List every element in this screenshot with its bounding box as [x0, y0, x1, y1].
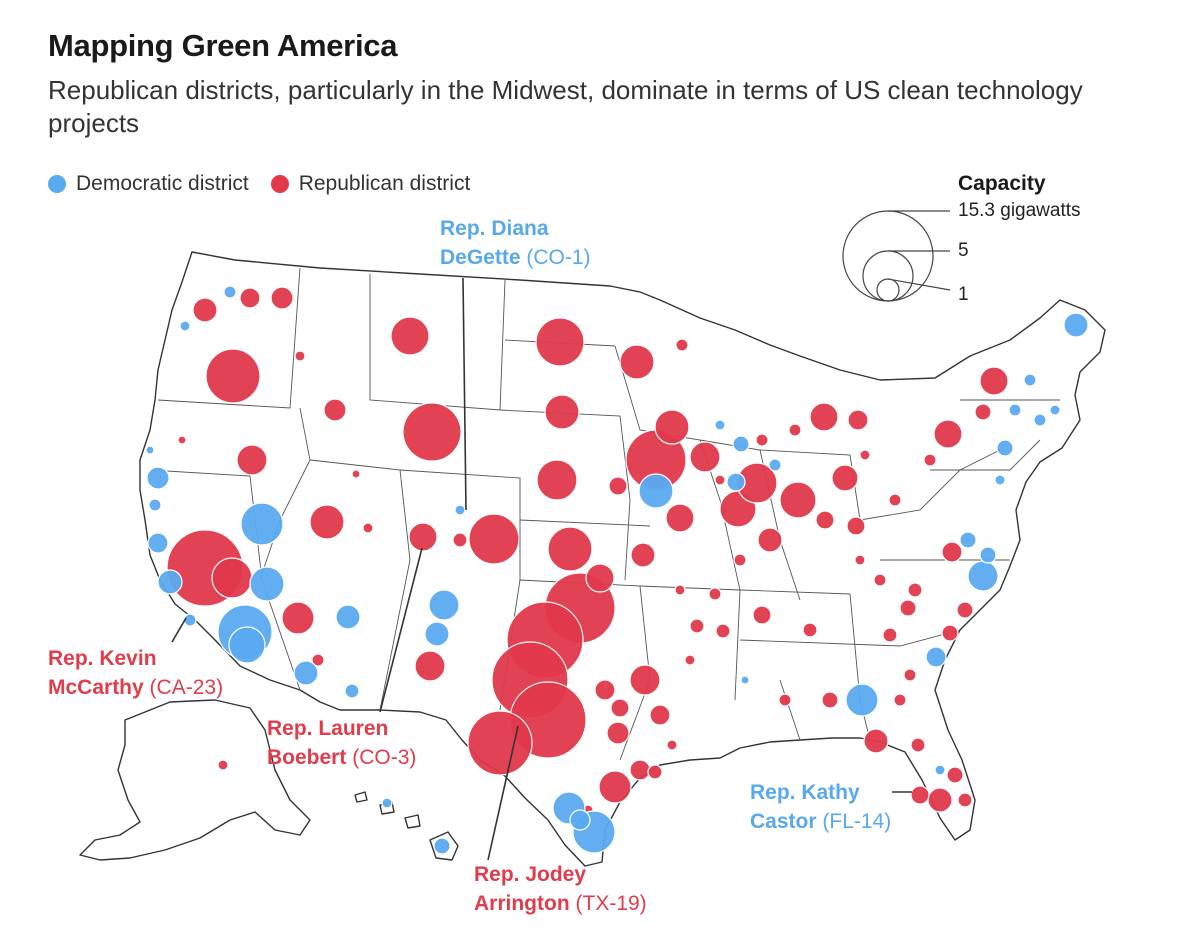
- annotation-boebert-name: Boebert: [267, 746, 347, 769]
- annotation-castor: Rep. Kathy Castor (FL-14): [750, 778, 891, 836]
- annotation-degette-line2: DeGette (CO-1): [440, 243, 591, 272]
- annotation-mccarthy: Rep. Kevin McCarthy (CA-23): [48, 644, 223, 702]
- annotation-mccarthy-line2: McCarthy (CA-23): [48, 673, 223, 702]
- chart-title: Mapping Green America: [48, 28, 398, 63]
- annotation-boebert-line1: Rep. Lauren: [267, 717, 389, 740]
- hawaii-maui-shape: [404, 814, 421, 829]
- annotation-boebert-code: (CO-3): [352, 746, 417, 769]
- annotation-castor-name: Castor: [750, 810, 817, 833]
- legend-republican-label: Republican district: [298, 172, 471, 195]
- democratic-district-bubbles: [145, 285, 1089, 855]
- annotation-arrington-code: (TX-19): [575, 892, 647, 915]
- capacity-legend-title: Capacity: [958, 172, 1046, 195]
- annotation-degette-line1: Rep. Diana: [440, 217, 549, 240]
- annotation-mccarthy-name: McCarthy: [48, 676, 144, 699]
- annotation-degette: Rep. Diana DeGette (CO-1): [440, 214, 591, 272]
- annotation-arrington-line1: Rep. Jodey: [474, 863, 587, 886]
- hawaii-kauai-shape: [354, 791, 368, 803]
- annotation-castor-code: (FL-14): [822, 810, 892, 833]
- party-legend: Democratic district Republican district: [48, 172, 492, 196]
- annotation-leader-lines: [171, 277, 912, 861]
- annotation-degette-name: DeGette: [440, 246, 521, 269]
- democratic-dot-icon: [48, 175, 66, 193]
- annotation-boebert-line2: Boebert (CO-3): [267, 743, 416, 772]
- capacity-label-max: 15.3 gigawatts: [958, 200, 1081, 221]
- annotation-mccarthy-line1: Rep. Kevin: [48, 647, 157, 670]
- legend-republican: Republican district: [270, 172, 471, 196]
- annotation-boebert: Rep. Lauren Boebert (CO-3): [267, 714, 416, 772]
- capacity-label-mid: 5: [958, 240, 969, 261]
- legend-democratic: Democratic district: [48, 172, 249, 196]
- republican-district-bubbles: [166, 286, 1009, 816]
- annotation-castor-line1: Rep. Kathy: [750, 781, 860, 804]
- chart-subtitle: Republican districts, particularly in th…: [48, 75, 1083, 138]
- capacity-size-legend: [842, 210, 951, 302]
- annotation-arrington-line2: Arrington (TX-19): [474, 889, 647, 918]
- legend-democratic-label: Democratic district: [76, 172, 249, 195]
- alaska-shape: [79, 699, 311, 861]
- annotation-degette-code: (CO-1): [526, 246, 591, 269]
- annotation-arrington-name: Arrington: [474, 892, 570, 915]
- annotation-mccarthy-code: (CA-23): [149, 676, 224, 699]
- republican-dot-icon: [270, 175, 289, 193]
- annotation-castor-line2: Castor (FL-14): [750, 807, 891, 836]
- annotation-arrington: Rep. Jodey Arrington (TX-19): [474, 860, 647, 918]
- capacity-label-min: 1: [958, 284, 969, 305]
